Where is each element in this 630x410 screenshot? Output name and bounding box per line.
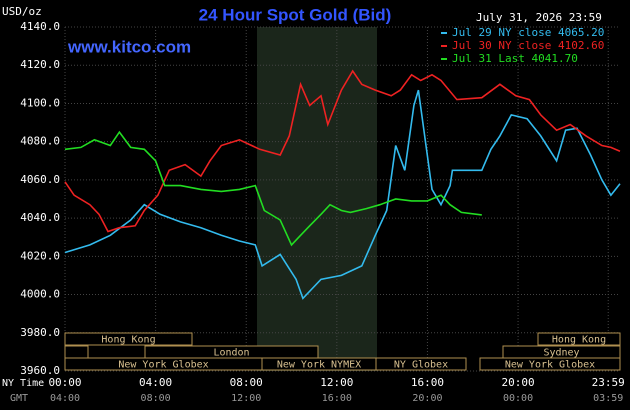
session-box xyxy=(537,332,621,346)
series-line xyxy=(64,89,621,300)
y-tick-label: 4060.0 xyxy=(20,173,60,186)
legend-label: Jul 31 Last 4041.70 xyxy=(452,52,578,65)
x2-tick-label: 16:00 xyxy=(322,393,352,404)
legend-label: Jul 30 NY close 4102.60 xyxy=(452,39,604,52)
session-label: NY Globex xyxy=(394,360,448,371)
timestamp: July 31, 2026 23:59 xyxy=(476,11,602,24)
y-tick-label: 4100.0 xyxy=(20,96,60,109)
x2-axis-label: GMT xyxy=(10,393,28,404)
legend-label: Jul 29 NY close 4065.20 xyxy=(452,26,604,39)
y-tick-label: 4120.0 xyxy=(20,58,60,71)
session-label: New York Globex xyxy=(505,360,595,371)
session-box xyxy=(64,345,89,359)
y-tick-label: 4080.0 xyxy=(20,135,60,148)
session-label: Sydney xyxy=(543,348,579,359)
x2-tick-label: 00:00 xyxy=(503,393,533,404)
session-label: London xyxy=(213,348,249,359)
x2-tick-label: 03:59 xyxy=(593,393,623,404)
y-tick-label: 4000.0 xyxy=(20,288,60,301)
y-tick-label: 3980.0 xyxy=(20,326,60,339)
session-label: Hong Kong xyxy=(101,335,155,346)
series-line xyxy=(64,130,482,247)
series-line xyxy=(64,69,621,233)
session-box xyxy=(479,357,621,371)
y-tick-label: 3960.0 xyxy=(20,364,60,377)
lines xyxy=(64,69,621,300)
session-label: New York Globex xyxy=(118,360,208,371)
x-tick-label: 04:00 xyxy=(139,376,172,389)
x2-tick-label: 12:00 xyxy=(231,393,261,404)
x2-tick-label: 20:00 xyxy=(412,393,442,404)
x-tick-label: 16:00 xyxy=(411,376,444,389)
y-tick-label: 4040.0 xyxy=(20,211,60,224)
ny-market-shading xyxy=(257,27,377,371)
session-label: New York NYMEX xyxy=(277,360,361,371)
y-axis-label: USD/oz xyxy=(2,5,42,18)
x-tick-label: 00:00 xyxy=(48,376,81,389)
session-box xyxy=(64,332,193,346)
chart-title: 24 Hour Spot Gold (Bid) xyxy=(199,5,392,24)
source: www.kitco.com xyxy=(67,37,191,56)
x2-tick-label: 04:00 xyxy=(50,393,80,404)
x2-tick-label: 08:00 xyxy=(141,393,171,404)
x-axis-label: NY Time xyxy=(2,378,44,389)
y-tick-label: 4020.0 xyxy=(20,249,60,262)
x-tick-label: 23:59 xyxy=(592,376,625,389)
x-tick-label: 12:00 xyxy=(320,376,353,389)
x-tick-label: 20:00 xyxy=(501,376,534,389)
x-tick-label: 08:00 xyxy=(230,376,263,389)
session-label: Hong Kong xyxy=(552,335,606,346)
session-box xyxy=(375,357,467,371)
y-tick-label: 4140.0 xyxy=(20,20,60,33)
grid xyxy=(64,26,620,372)
